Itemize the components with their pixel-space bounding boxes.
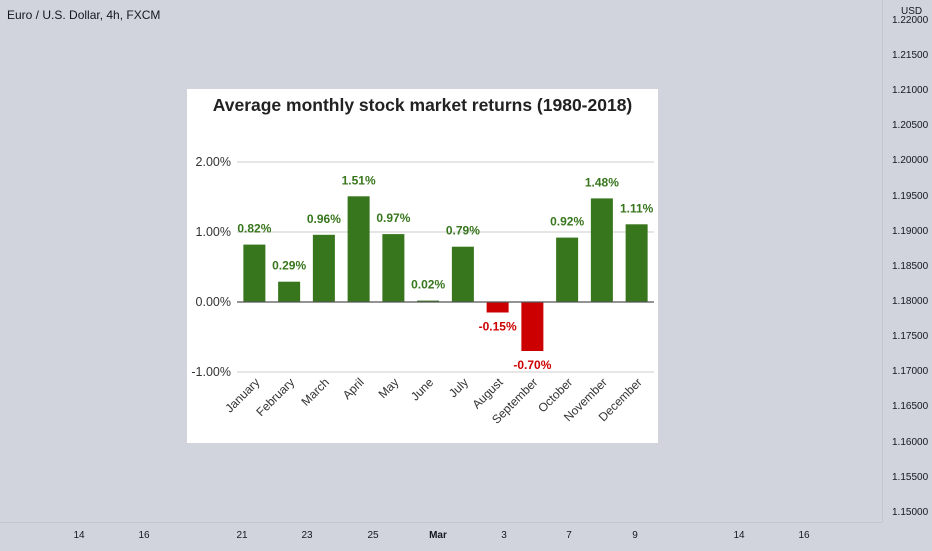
- price-label: 1.19000: [892, 226, 929, 237]
- price-label: 1.21500: [892, 50, 929, 61]
- bar-march: [312, 234, 335, 302]
- time-label: 7: [566, 530, 572, 541]
- y-tick-label: 2.00%: [196, 155, 231, 169]
- price-axis-currency: USD: [901, 6, 923, 17]
- bar-september: [521, 302, 544, 351]
- x-tick-label: July: [446, 375, 471, 400]
- price-label: 1.21000: [892, 85, 929, 96]
- data-label: -0.70%: [513, 358, 551, 372]
- y-tick-label: -1.00%: [191, 365, 231, 379]
- price-label: 1.20500: [892, 120, 929, 131]
- bar-april: [347, 196, 370, 302]
- data-label: 0.02%: [411, 278, 445, 292]
- chart-title: Average monthly stock market returns (19…: [212, 95, 633, 115]
- time-label: 16: [798, 530, 810, 541]
- bar-october: [556, 237, 579, 302]
- bar-december: [625, 224, 648, 302]
- bar-may: [382, 234, 405, 302]
- price-label: 1.19500: [892, 191, 929, 202]
- price-label: 1.17500: [892, 331, 929, 342]
- bar-february: [278, 281, 301, 302]
- bar-chart-svg: 2.00%1.00%0.00%-1.00%0.82%January0.29%Fe…: [191, 155, 654, 427]
- bar-august: [486, 302, 509, 313]
- x-tick-label: April: [340, 375, 367, 402]
- data-label: 0.79%: [446, 224, 480, 238]
- time-label: 3: [501, 530, 507, 541]
- data-label: 0.82%: [237, 222, 271, 236]
- data-label: 1.11%: [620, 201, 654, 215]
- price-label: 1.18500: [892, 261, 929, 272]
- price-label: 1.22000: [892, 15, 929, 26]
- bar-june: [417, 300, 440, 303]
- y-tick-label: 0.00%: [196, 295, 231, 309]
- time-label: 25: [367, 530, 379, 541]
- x-tick-label: May: [376, 375, 402, 401]
- price-label: 1.18000: [892, 296, 929, 307]
- price-label: 1.15500: [892, 472, 929, 483]
- price-label: 1.16000: [892, 437, 929, 448]
- x-tick-label: June: [408, 375, 437, 404]
- time-label: 14: [733, 530, 745, 541]
- time-label: 21: [236, 530, 248, 541]
- price-label: 1.20000: [892, 155, 929, 166]
- price-label: 1.15000: [892, 507, 929, 518]
- time-label: 16: [138, 530, 150, 541]
- data-label: 0.96%: [307, 212, 341, 226]
- data-label: 0.29%: [272, 259, 306, 273]
- data-label: 1.48%: [585, 175, 619, 189]
- time-axis[interactable]: [0, 522, 882, 551]
- time-label: 9: [632, 530, 638, 541]
- y-tick-label: 1.00%: [196, 225, 231, 239]
- symbol-title[interactable]: Euro / U.S. Dollar, 4h, FXCM: [7, 8, 161, 22]
- data-label: -0.15%: [479, 320, 517, 334]
- price-axis[interactable]: [882, 0, 932, 522]
- time-label: 23: [301, 530, 313, 541]
- time-label: Mar: [429, 530, 447, 541]
- bar-july: [451, 246, 474, 302]
- bar-january: [243, 244, 266, 302]
- embedded-bar-chart-image: Average monthly stock market returns (19…: [187, 89, 658, 443]
- bar-november: [590, 198, 613, 302]
- x-tick-label: February: [253, 375, 297, 419]
- data-label: 0.97%: [376, 211, 410, 225]
- data-label: 1.51%: [342, 173, 376, 187]
- price-label: 1.16500: [892, 401, 929, 412]
- x-tick-label: March: [299, 375, 332, 408]
- time-label: 14: [73, 530, 85, 541]
- data-label: 0.92%: [550, 215, 584, 229]
- price-label: 1.17000: [892, 366, 929, 377]
